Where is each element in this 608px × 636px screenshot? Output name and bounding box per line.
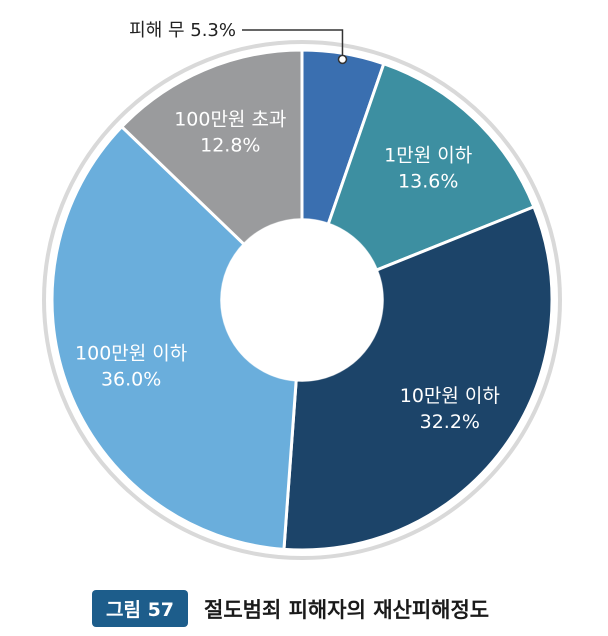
figure-title: 절도범죄 피해자의 재산피해정도: [204, 597, 490, 622]
slice-3: [50, 124, 298, 551]
slice-value-label-2: 32.2%: [420, 411, 480, 433]
donut-hole: [234, 232, 370, 368]
outer-ring: [42, 40, 562, 560]
slice-4: [119, 48, 304, 247]
slice-2: [282, 204, 554, 552]
figure-number-badge: 그림 57: [92, 590, 189, 627]
callout-dot: [337, 54, 348, 65]
slice-callout-label-0: 피해 무 5.3%: [129, 20, 236, 41]
slice-1: [326, 61, 536, 273]
slice-category-label-4: 100만원 초과: [174, 109, 286, 131]
donut-chart: 피해 무 5.3% 1만원 이하 13.6% 10만원 이하 32.2% 100만원 이하…: [42, 20, 562, 560]
slice-category-label-1: 1만원 이하: [384, 144, 472, 166]
slice-value-label-1: 13.6%: [398, 170, 458, 192]
slice-value-label-4: 12.8%: [200, 135, 260, 157]
slice-value-label-3: 36.0%: [101, 369, 161, 391]
figure-caption: 그림 57 절도범죄 피해자의 재산피해정도: [92, 590, 489, 627]
slice-category-label-2: 10만원 이하: [400, 385, 500, 407]
callout-line: [242, 29, 344, 56]
slice-category-label-3: 100만원 이하: [75, 343, 187, 365]
